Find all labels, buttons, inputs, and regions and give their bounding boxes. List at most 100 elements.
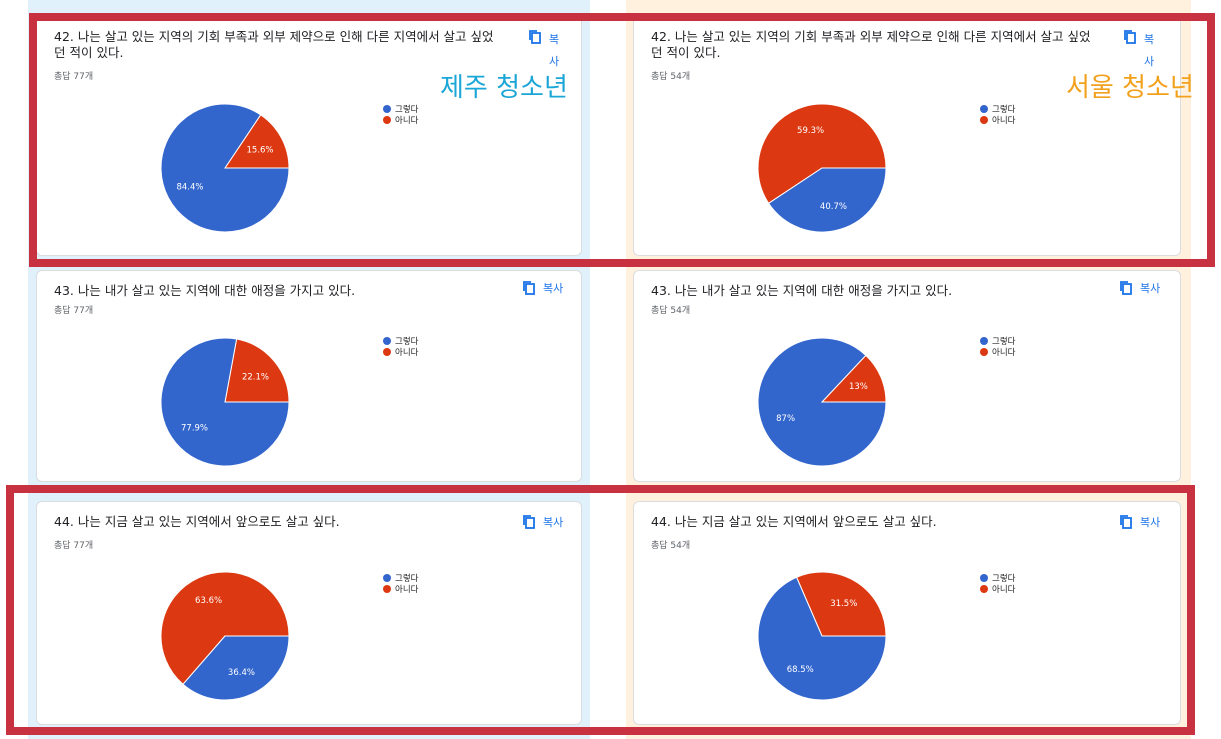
pie-slice-label: 68.5% [787, 665, 814, 675]
pie-chart-q42-seoul: 59.3% 40.7% [757, 103, 887, 233]
chart-legend: 그렇다 아니다 [383, 572, 419, 595]
response-count: 총답 77개 [54, 72, 94, 82]
legend-label-yes: 그렇다 [992, 104, 1016, 115]
legend-item-no: 아니다 [980, 583, 1016, 595]
response-count: 총답 54개 [651, 306, 691, 316]
pie-slice-no [757, 103, 887, 205]
legend-swatch-no [980, 584, 988, 593]
copy-label: 복사 [1140, 282, 1161, 295]
pie-slice-label: 77.9% [181, 423, 208, 433]
legend-swatch-yes [383, 336, 391, 345]
chart-legend: 그렇다 아니다 [383, 103, 419, 126]
legend-label-no: 아니다 [395, 347, 419, 358]
legend-swatch-yes [383, 104, 391, 113]
jeju-youth-label: 제주 청소년 [440, 73, 568, 103]
question-title: 44. 나는 지금 살고 있는 지역에서 앞으로도 살고 싶다. [651, 514, 937, 529]
legend-label-yes: 그렇다 [395, 104, 419, 115]
legend-label-no: 아니다 [992, 347, 1016, 358]
response-count: 총답 54개 [651, 72, 691, 82]
pie-chart-q43-seoul: 13% 87% [757, 337, 887, 467]
legend-label-no: 아니다 [395, 584, 419, 595]
pie-slice-label: 15.6% [247, 145, 274, 155]
pie-slice-yes [767, 167, 887, 233]
pie-slice-label: 59.3% [797, 126, 824, 136]
chart-legend: 그렇다 아니다 [383, 335, 419, 358]
chart-legend: 그렇다 아니다 [980, 572, 1016, 595]
legend-swatch-no [383, 115, 391, 124]
question-title: 43. 나는 내가 살고 있는 지역에 대한 애정을 가지고 있다. [651, 283, 953, 298]
pie-slice-no [224, 338, 290, 403]
question-title: 42. 나는 살고 있는 지역의 기회 부족과 외부 제약으로 인해 다른 지역… [54, 29, 494, 60]
legend-label-no: 아니다 [395, 115, 419, 126]
survey-card-q42-seoul: 42. 나는 살고 있는 지역의 기회 부족과 외부 제약으로 인해 다른 지역… [633, 16, 1181, 256]
response-count: 총답 54개 [651, 541, 691, 551]
legend-swatch-no [383, 347, 391, 356]
legend-item-no: 아니다 [383, 583, 419, 595]
response-count: 총답 77개 [54, 541, 94, 551]
legend-label-yes: 그렇다 [395, 573, 419, 584]
legend-item-yes: 그렇다 [980, 103, 1016, 115]
pie-chart-q42-jeju: 15.6% 84.4% [160, 103, 290, 233]
response-count: 총답 77개 [54, 306, 94, 316]
pie-slice-no [795, 571, 887, 637]
pie-slice-label: 63.6% [195, 596, 222, 606]
pie-slice-label: 40.7% [820, 202, 847, 212]
chart-legend: 그렇다 아니다 [980, 103, 1016, 126]
pie-slice-label: 36.4% [228, 668, 255, 678]
pie-slice-yes [757, 337, 887, 467]
legend-item-yes: 그렇다 [980, 572, 1015, 584]
pie-slice-yes [757, 576, 887, 701]
pie-slice-yes [160, 337, 290, 467]
question-title: 43. 나는 내가 살고 있는 지역에 대한 애정을 가지고 있다. [54, 283, 356, 298]
copy-button[interactable]: 복사 [521, 514, 563, 530]
survey-card-q44-seoul: 44. 나는 지금 살고 있는 지역에서 앞으로도 살고 싶다. 총답 54개 … [633, 501, 1181, 725]
legend-item-no: 아니다 [383, 346, 419, 358]
legend-label-no: 아니다 [992, 584, 1016, 595]
survey-card-q43-seoul: 43. 나는 내가 살고 있는 지역에 대한 애정을 가지고 있다. 총답 54… [633, 270, 1181, 482]
chart-legend: 그렇다 아니다 [980, 335, 1016, 358]
copy-icon [529, 30, 541, 44]
pie-slice-no [160, 571, 290, 685]
copy-icon [1120, 281, 1132, 295]
copy-icon [1120, 515, 1132, 529]
copy-label: 복사 [1140, 516, 1161, 529]
question-title: 44. 나는 지금 살고 있는 지역에서 앞으로도 살고 싶다. [54, 514, 340, 529]
pie-slice-yes [160, 103, 290, 233]
copy-icon [1124, 30, 1136, 44]
copy-label: 복사 [1144, 33, 1155, 68]
question-title: 42. 나는 살고 있는 지역의 기회 부족과 외부 제약으로 인해 다른 지역… [651, 29, 1091, 60]
legend-label-no: 아니다 [992, 115, 1016, 126]
pie-slice-label: 31.5% [830, 599, 857, 609]
copy-icon [523, 515, 535, 529]
copy-button[interactable]: 복사 [521, 280, 563, 296]
legend-swatch-yes [980, 104, 988, 113]
legend-swatch-no [383, 584, 391, 593]
pie-slice-label: 22.1% [242, 373, 269, 383]
copy-button[interactable]: 복사 [527, 29, 559, 73]
survey-card-q43-jeju: 43. 나는 내가 살고 있는 지역에 대한 애정을 가지고 있다. 총답 77… [36, 270, 582, 482]
copy-label: 복사 [543, 282, 564, 295]
legend-item-yes: 그렇다 [383, 335, 418, 347]
legend-item-yes: 그렇다 [383, 103, 419, 115]
legend-swatch-yes [980, 573, 988, 582]
pie-slice-label: 13% [849, 382, 868, 392]
pie-chart-q44-jeju: 63.6% 36.4% [160, 571, 290, 701]
legend-item-yes: 그렇다 [383, 572, 419, 584]
legend-swatch-yes [980, 336, 988, 345]
legend-item-no: 아니다 [980, 114, 1016, 126]
legend-item-no: 아니다 [383, 114, 419, 126]
survey-card-q42-jeju: 42. 나는 살고 있는 지역의 기회 부족과 외부 제약으로 인해 다른 지역… [36, 16, 582, 256]
pie-slice-no [224, 114, 290, 169]
pie-slice-yes [182, 635, 290, 701]
pie-chart-q43-jeju: 22.1% 77.9% [160, 337, 290, 467]
copy-label: 복사 [543, 516, 564, 529]
legend-item-no: 아니다 [980, 346, 1016, 358]
copy-icon [523, 281, 535, 295]
survey-card-q44-jeju: 44. 나는 지금 살고 있는 지역에서 앞으로도 살고 싶다. 총답 77개 … [36, 501, 582, 725]
pie-slice-label: 84.4% [176, 183, 203, 193]
copy-button[interactable]: 복사 [1122, 29, 1154, 73]
copy-button[interactable]: 복사 [1118, 514, 1160, 530]
copy-button[interactable]: 복사 [1118, 280, 1160, 296]
pie-chart-q44-seoul: 31.5% 68.5% [757, 571, 887, 701]
legend-swatch-no [980, 347, 988, 356]
